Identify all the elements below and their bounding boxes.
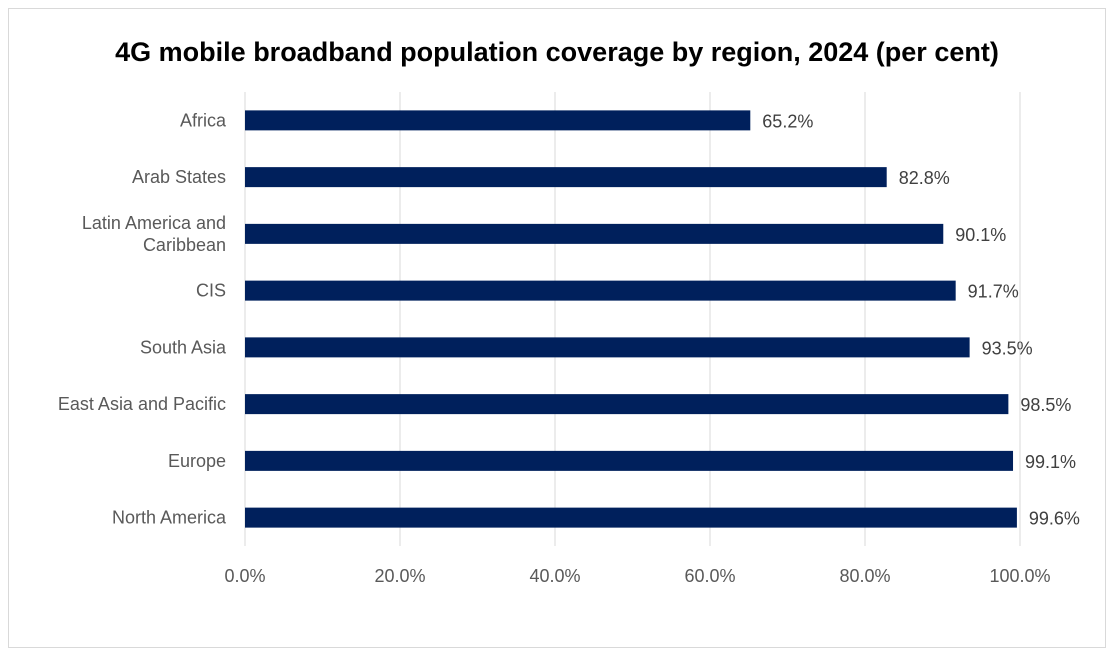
x-tick-label: 40.0%	[529, 566, 580, 586]
bar	[245, 223, 944, 244]
category-label: Europe	[168, 451, 226, 471]
bar	[245, 394, 1009, 415]
data-label: 90.1%	[955, 225, 1006, 245]
data-label: 98.5%	[1020, 395, 1071, 415]
data-label: 91.7%	[968, 282, 1019, 302]
x-tick-label: 80.0%	[839, 566, 890, 586]
data-label: 82.8%	[899, 168, 950, 188]
bar	[245, 110, 751, 131]
data-label: 99.1%	[1025, 452, 1076, 472]
category-label: Africa	[180, 110, 227, 130]
data-label: 99.6%	[1029, 509, 1080, 529]
category-label: North America	[112, 508, 227, 528]
category-label: CIS	[196, 281, 226, 301]
labels: 0.0% 20.0% 40.0% 60.0% 80.0% 100.0% Africa 65.2…	[58, 110, 1080, 586]
x-tick-label: 0.0%	[224, 566, 265, 586]
data-label: 93.5%	[982, 338, 1033, 358]
category-label: Latin America and Caribbean	[82, 213, 226, 255]
x-tick-label: 60.0%	[684, 566, 735, 586]
bar	[245, 280, 956, 301]
chart-title: 4G mobile broadband population coverage …	[115, 37, 999, 67]
bar	[245, 507, 1017, 528]
bar	[245, 167, 887, 188]
bar	[245, 337, 970, 358]
gridlines	[244, 92, 1021, 546]
category-label: East Asia and Pacific	[58, 394, 226, 414]
data-label: 65.2%	[762, 111, 813, 131]
category-label: South Asia	[140, 337, 227, 357]
x-tick-label: 100.0%	[989, 566, 1050, 586]
bar	[245, 450, 1014, 471]
category-label: Arab States	[132, 167, 226, 187]
bars	[245, 110, 1017, 528]
x-tick-label: 20.0%	[374, 566, 425, 586]
